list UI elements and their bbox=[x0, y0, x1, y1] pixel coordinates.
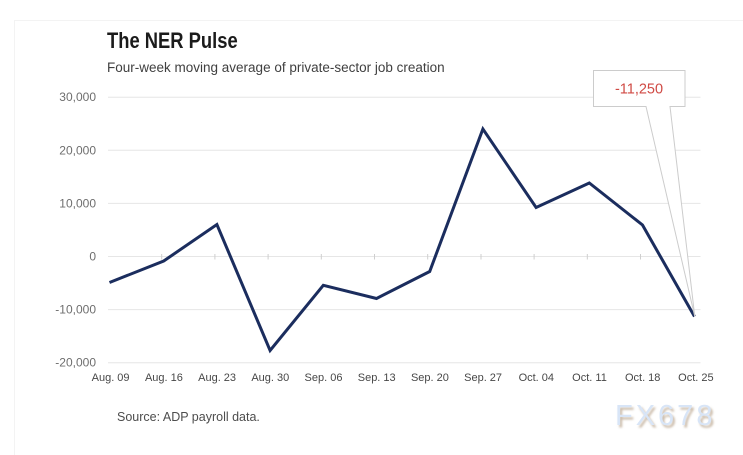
svg-text:Sep. 13: Sep. 13 bbox=[358, 372, 396, 384]
svg-text:Aug. 09: Aug. 09 bbox=[92, 372, 130, 384]
svg-text:-11,250: -11,250 bbox=[615, 82, 663, 98]
svg-text:Aug. 16: Aug. 16 bbox=[145, 372, 183, 384]
svg-text:Aug. 30: Aug. 30 bbox=[251, 372, 289, 384]
svg-text:-10,000: -10,000 bbox=[55, 303, 96, 317]
svg-text:Aug. 23: Aug. 23 bbox=[198, 372, 236, 384]
svg-text:10,000: 10,000 bbox=[59, 196, 96, 210]
svg-text:Oct. 04: Oct. 04 bbox=[519, 372, 554, 384]
svg-text:-20,000: -20,000 bbox=[55, 356, 96, 370]
svg-text:Oct. 25: Oct. 25 bbox=[678, 372, 713, 384]
svg-text:Sep. 06: Sep. 06 bbox=[305, 372, 343, 384]
svg-text:Oct. 11: Oct. 11 bbox=[572, 372, 607, 384]
svg-text:Sep. 27: Sep. 27 bbox=[464, 372, 502, 384]
svg-text:Sep. 20: Sep. 20 bbox=[411, 372, 449, 384]
svg-text:Oct. 18: Oct. 18 bbox=[625, 372, 660, 384]
svg-text:20,000: 20,000 bbox=[59, 143, 96, 157]
svg-text:30,000: 30,000 bbox=[59, 90, 96, 104]
svg-text:0: 0 bbox=[89, 250, 96, 264]
